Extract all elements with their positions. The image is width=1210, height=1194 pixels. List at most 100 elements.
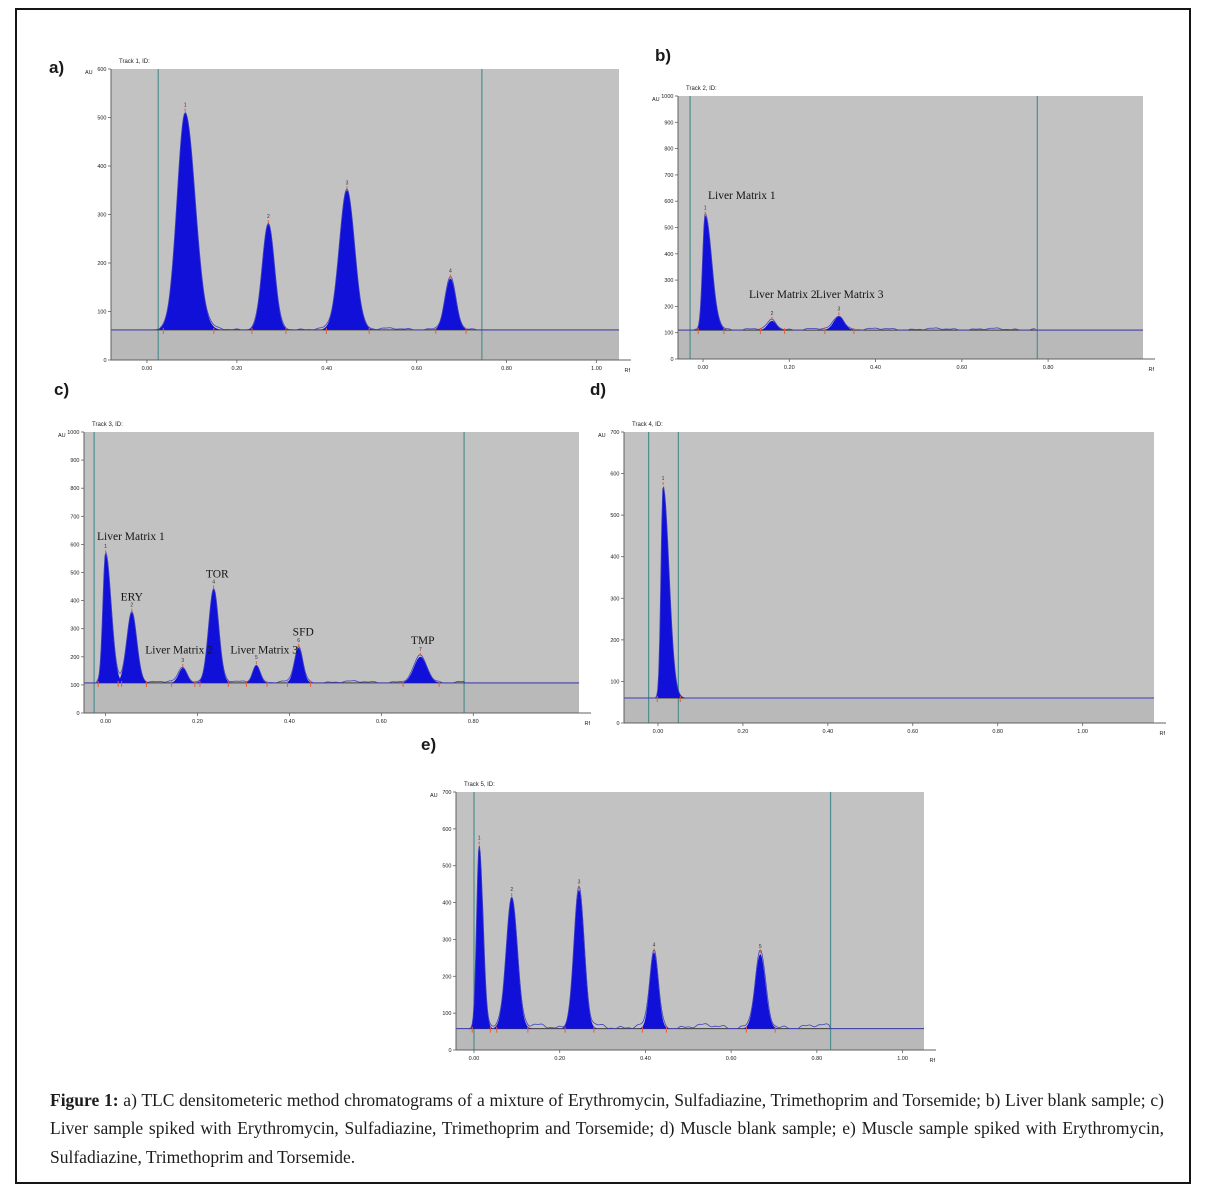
svg-text:0.60: 0.60: [376, 719, 387, 725]
svg-text:600: 600: [97, 67, 106, 73]
panel-label-a: a): [49, 58, 65, 77]
svg-text:800: 800: [70, 486, 79, 492]
svg-text:0.60: 0.60: [907, 729, 918, 735]
svg-text:600: 600: [664, 199, 673, 205]
svg-text:1.00: 1.00: [1077, 729, 1088, 735]
svg-text:4: 4: [212, 579, 215, 585]
svg-text:400: 400: [70, 599, 79, 605]
figure-border: [15, 8, 1191, 1184]
svg-text:3: 3: [578, 880, 581, 886]
svg-text:300: 300: [610, 596, 619, 602]
svg-text:3: 3: [838, 306, 841, 312]
svg-text:4: 4: [449, 269, 452, 275]
svg-text:1000: 1000: [661, 94, 673, 100]
svg-text:3: 3: [181, 658, 184, 664]
svg-text:Liver Matrix 1: Liver Matrix 1: [708, 190, 776, 202]
svg-text:1.00: 1.00: [897, 1056, 908, 1062]
svg-text:Track 2, ID:: Track 2, ID:: [686, 86, 717, 92]
svg-text:500: 500: [70, 571, 79, 577]
chromatogram-panel-a: 1 2 3 4 0 100 200 300 400 500 600 0.00 0.20 0.40 0.60 0…: [85, 59, 631, 374]
svg-text:1.00: 1.00: [591, 366, 602, 372]
svg-text:0.80: 0.80: [468, 719, 479, 725]
svg-text:0.00: 0.00: [142, 366, 153, 372]
svg-text:TMP: TMP: [411, 635, 435, 647]
svg-text:3: 3: [346, 180, 349, 186]
svg-text:0.60: 0.60: [726, 1056, 737, 1062]
svg-text:400: 400: [610, 555, 619, 561]
svg-text:500: 500: [664, 226, 673, 232]
svg-text:0: 0: [670, 357, 673, 363]
svg-text:0.40: 0.40: [284, 719, 295, 725]
svg-text:0.20: 0.20: [738, 729, 749, 735]
svg-text:AU: AU: [652, 97, 660, 103]
chromatogram-panel-e: 1 2 3 4 5 0 100 200 300 400 500 600 700 0.00 0.20 0.40 0…: [430, 782, 936, 1064]
svg-text:0.80: 0.80: [811, 1056, 822, 1062]
svg-text:1: 1: [704, 206, 707, 212]
svg-text:200: 200: [70, 655, 79, 661]
svg-text:Liver Matrix 1: Liver Matrix 1: [97, 531, 165, 543]
svg-text:SFD: SFD: [293, 626, 314, 638]
svg-text:700: 700: [664, 173, 673, 179]
svg-text:0.00: 0.00: [100, 719, 111, 725]
svg-text:ERY: ERY: [121, 592, 144, 604]
svg-text:0.40: 0.40: [822, 729, 833, 735]
svg-text:Rf: Rf: [1160, 731, 1166, 737]
svg-text:200: 200: [664, 304, 673, 310]
svg-text:800: 800: [664, 147, 673, 153]
svg-text:Rf: Rf: [585, 721, 591, 727]
svg-text:0.60: 0.60: [411, 366, 422, 372]
svg-text:100: 100: [442, 1011, 451, 1017]
svg-text:400: 400: [664, 252, 673, 258]
panel-label-d: d): [590, 380, 607, 399]
svg-text:300: 300: [664, 278, 673, 284]
svg-text:100: 100: [610, 679, 619, 685]
svg-text:0.00: 0.00: [469, 1056, 480, 1062]
svg-text:1: 1: [184, 103, 187, 109]
svg-text:2: 2: [130, 603, 133, 609]
svg-text:2: 2: [267, 214, 270, 220]
svg-text:Liver Matrix 2: Liver Matrix 2: [145, 644, 213, 656]
svg-text:400: 400: [442, 901, 451, 907]
svg-text:700: 700: [442, 790, 451, 796]
svg-text:0.40: 0.40: [640, 1056, 651, 1062]
svg-text:2: 2: [510, 887, 513, 893]
svg-text:0.20: 0.20: [554, 1056, 565, 1062]
svg-text:0: 0: [103, 358, 106, 364]
svg-text:AU: AU: [85, 70, 93, 76]
svg-text:7: 7: [419, 647, 422, 653]
svg-text:0.00: 0.00: [653, 729, 664, 735]
svg-text:1: 1: [662, 476, 665, 482]
svg-text:600: 600: [70, 542, 79, 548]
svg-text:600: 600: [442, 827, 451, 833]
svg-text:5: 5: [255, 655, 258, 661]
svg-text:200: 200: [442, 974, 451, 980]
chromatogram-panel-d: 1 0 100 200 300 400 500 600 700 0.00 0.20 0.40 0.60 0…: [598, 422, 1166, 737]
svg-text:1: 1: [104, 544, 107, 550]
svg-text:1: 1: [478, 835, 481, 841]
svg-text:600: 600: [610, 472, 619, 478]
svg-text:300: 300: [70, 627, 79, 633]
svg-text:200: 200: [97, 261, 106, 267]
svg-text:100: 100: [70, 683, 79, 689]
svg-text:900: 900: [70, 458, 79, 464]
svg-text:700: 700: [610, 430, 619, 436]
svg-text:0.60: 0.60: [956, 365, 967, 371]
svg-text:AU: AU: [598, 433, 606, 439]
svg-text:5: 5: [759, 944, 762, 950]
figure-caption: Figure 1: a) TLC densitometeric method c…: [50, 1086, 1164, 1171]
svg-text:0.40: 0.40: [870, 365, 881, 371]
svg-text:500: 500: [442, 864, 451, 870]
figure-caption-label: Figure 1:: [50, 1090, 119, 1110]
svg-text:0.80: 0.80: [501, 366, 512, 372]
svg-text:0.40: 0.40: [321, 366, 332, 372]
svg-text:700: 700: [70, 514, 79, 520]
svg-text:Liver Matrix 3: Liver Matrix 3: [816, 289, 884, 301]
svg-text:4: 4: [653, 942, 656, 948]
svg-text:100: 100: [97, 310, 106, 316]
svg-text:0.80: 0.80: [992, 729, 1003, 735]
svg-text:1000: 1000: [67, 430, 79, 436]
svg-text:Rf: Rf: [930, 1058, 936, 1064]
svg-text:Liver Matrix 2: Liver Matrix 2: [749, 289, 817, 301]
